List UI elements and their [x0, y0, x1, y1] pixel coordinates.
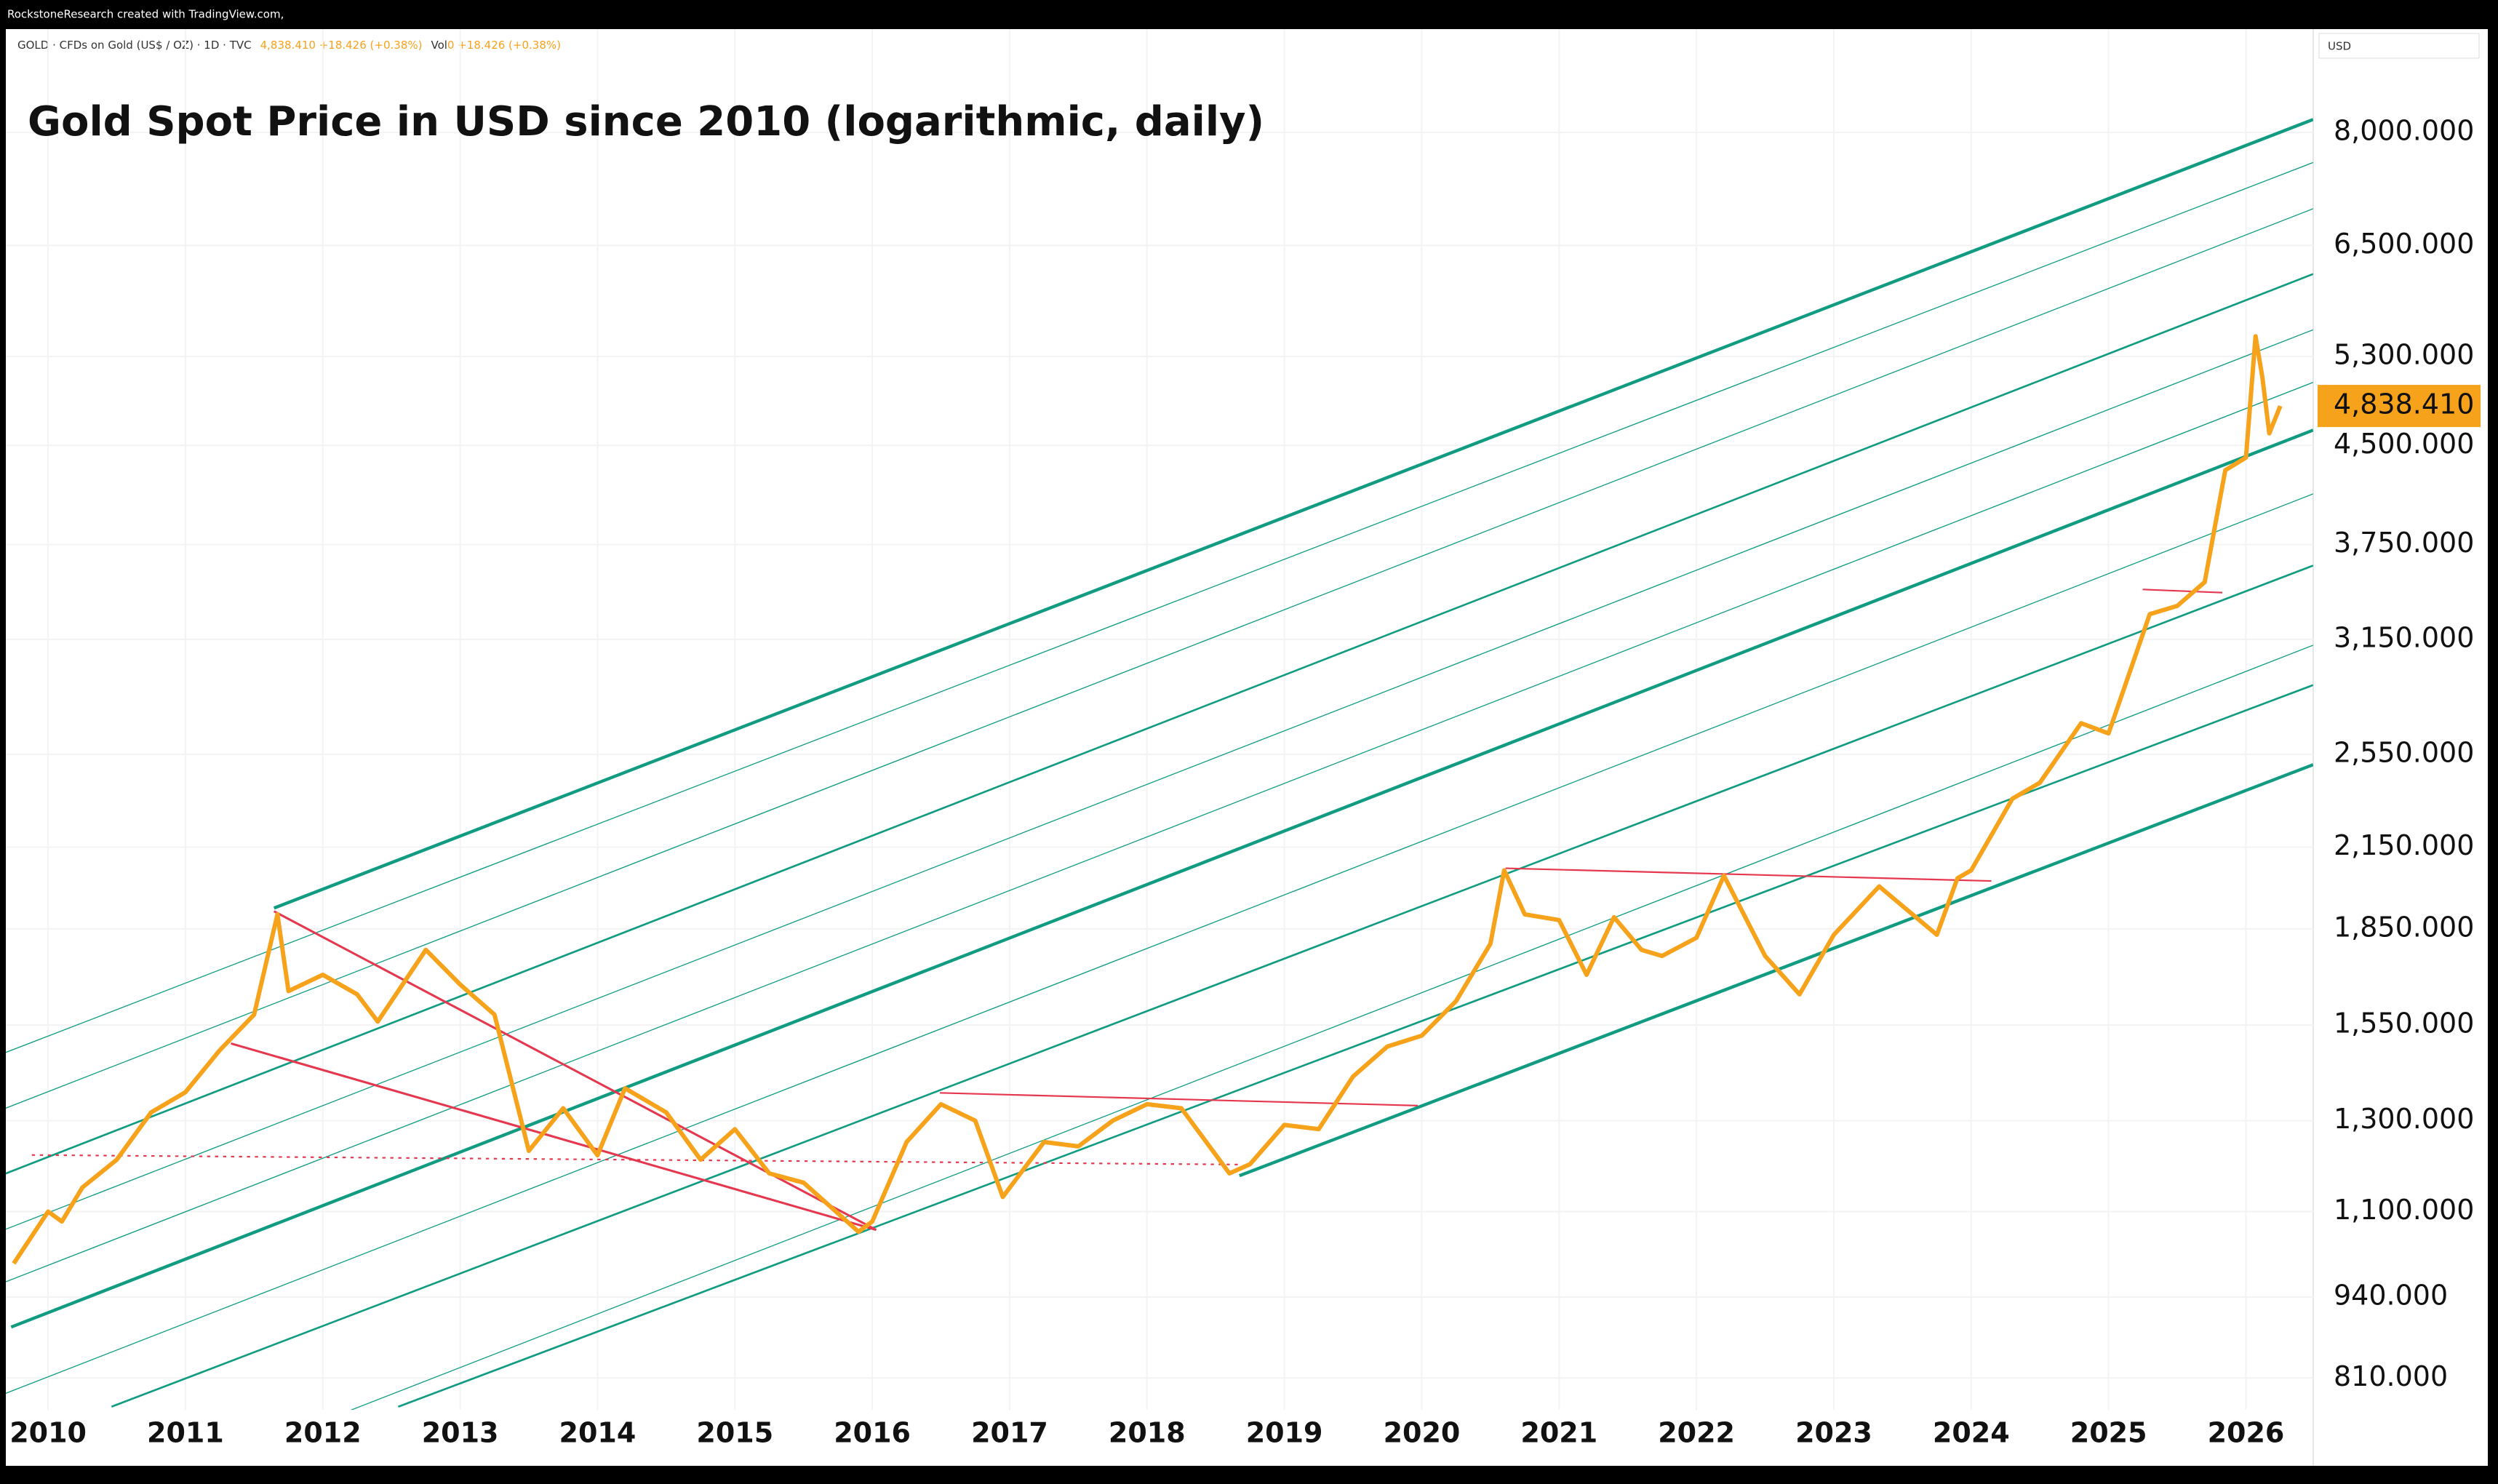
- x-tick-label: 2015: [696, 1417, 773, 1449]
- x-tick-label: 2010: [9, 1417, 87, 1449]
- y-tick-label: 1,100.000: [2334, 1194, 2474, 1226]
- y-tick-label: 940.000: [2334, 1280, 2448, 1312]
- channel-line: [10, 428, 2313, 1329]
- plot: [12, 334, 2283, 1265]
- y-tick-label: 2,150.000: [2334, 829, 2474, 861]
- price-line: [12, 334, 2283, 1265]
- x-tick-label: 2022: [1658, 1417, 1735, 1449]
- channel-line: [273, 118, 2313, 910]
- trend-line: [940, 1092, 1418, 1106]
- y-tick-label: 1,850.000: [2334, 911, 2474, 943]
- x-tick-label: 2019: [1246, 1417, 1323, 1449]
- x-tick-label: 2025: [2070, 1417, 2147, 1449]
- chart-title: Gold Spot Price in USD since 2010 (logar…: [28, 98, 1264, 145]
- y-tick-label: 3,750.000: [2334, 527, 2474, 559]
- y-tick-label: 2,550.000: [2334, 736, 2474, 768]
- x-tick-label: 2021: [1520, 1417, 1597, 1449]
- header-price: 4,838.410 +18.426 (+0.38%): [260, 39, 423, 52]
- price-tag-label: 4,838.410: [2334, 388, 2474, 420]
- x-tick-label: 2020: [1384, 1417, 1461, 1449]
- channels: [5, 118, 2313, 1411]
- panel: [6, 29, 2488, 1466]
- x-tick-label: 2013: [422, 1417, 499, 1449]
- channel-line: [350, 645, 2313, 1411]
- channel-line: [5, 329, 2313, 1230]
- x-tick-label: 2018: [1109, 1417, 1186, 1449]
- y-tick-label: 4,500.000: [2334, 428, 2474, 460]
- x-tick-label: 2026: [2208, 1417, 2285, 1449]
- header: GOLD · CFDs on Gold (US$ / OZ) · 1D · TV…: [17, 39, 561, 52]
- channel-line: [5, 493, 2313, 1395]
- vol-label: Vol: [431, 39, 447, 52]
- trend-line: [31, 1154, 1243, 1165]
- currency: USD: [2328, 40, 2351, 53]
- currency-box: [2318, 33, 2480, 59]
- x-tick-label: 2014: [559, 1417, 637, 1449]
- y-tick-label: 3,150.000: [2334, 621, 2474, 653]
- x-tick-label: 2023: [1795, 1417, 1872, 1449]
- trend-line: [231, 1042, 877, 1232]
- y-tick-label: 810.000: [2334, 1360, 2448, 1392]
- credit: RockstoneResearch created with TradingVi…: [7, 8, 284, 21]
- channel-line: [111, 565, 2313, 1408]
- channel-line: [398, 684, 2313, 1408]
- x-tick-label: 2017: [971, 1417, 1048, 1449]
- channel-line: [5, 273, 2313, 1175]
- vol-value: 0 +18.426 (+0.38%): [447, 39, 561, 52]
- symbol: GOLD · CFDs on Gold (US$ / OZ) · 1D · TV…: [17, 39, 252, 52]
- channel-line: [5, 208, 2313, 1109]
- x-tick-label: 2012: [284, 1417, 362, 1449]
- x-tick-label: 2016: [834, 1417, 911, 1449]
- y-tick-label: 6,500.000: [2334, 228, 2474, 260]
- trend-line: [2142, 589, 2223, 594]
- price-tag: [2318, 385, 2481, 428]
- y-tick-label: 5,300.000: [2334, 338, 2474, 370]
- channel-line: [5, 381, 2313, 1282]
- x-tick-label: 2024: [1933, 1417, 2010, 1449]
- y-tick-label: 8,000.000: [2334, 115, 2474, 147]
- y-tick-label: 1,300.000: [2334, 1103, 2474, 1135]
- x-tick-label: 2011: [147, 1417, 224, 1449]
- y-tick-label: 1,550.000: [2334, 1008, 2474, 1040]
- channel-line: [5, 161, 2313, 1053]
- grid: [6, 29, 2313, 1410]
- trend-line: [1505, 867, 1992, 882]
